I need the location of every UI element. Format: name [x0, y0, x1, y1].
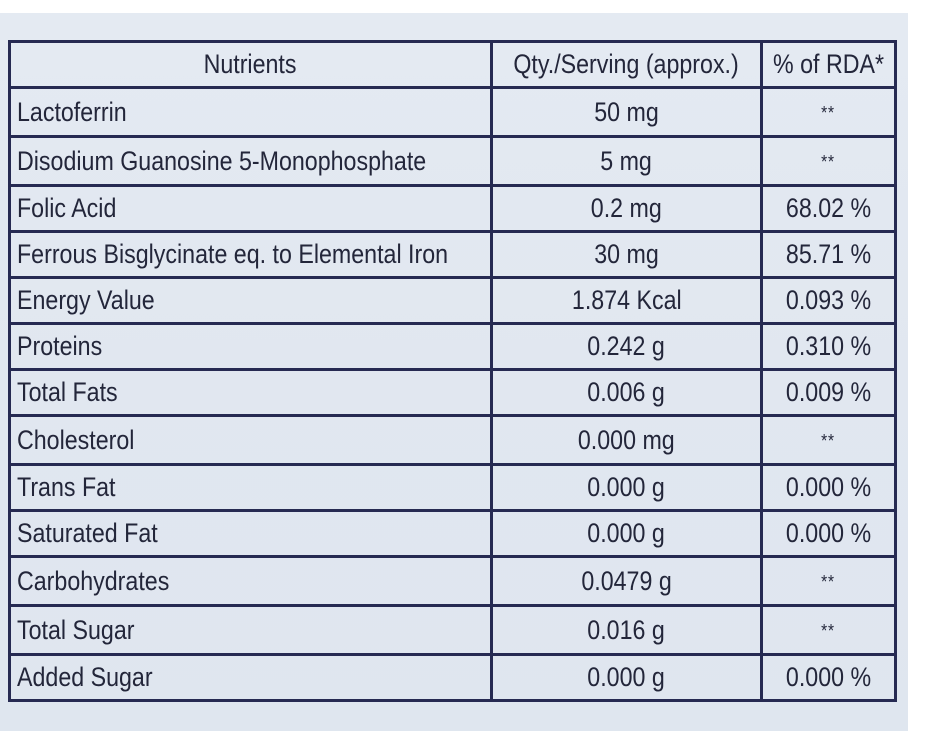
- nutrient-qty: 0.0479 g: [490, 555, 763, 607]
- table-row: Disodium Guanosine 5-Monophosphate 5 mg …: [8, 135, 897, 187]
- nutrient-rda: 85.71 %: [760, 230, 897, 279]
- table-row: Total Sugar 0.016 g **: [8, 604, 897, 656]
- nutrient-name: Cholesterol: [8, 414, 493, 466]
- table-row: Lactoferrin 50 mg **: [8, 86, 897, 138]
- nutrient-rda: **: [760, 86, 897, 138]
- table-header-row: Nutrients Qty./Serving (approx.) % of RD…: [8, 40, 897, 89]
- nutrient-rda: 0.000 %: [760, 509, 897, 558]
- nutrient-rda: 0.000 %: [760, 653, 897, 702]
- header-rda: % of RDA*: [760, 40, 897, 89]
- nutrient-rda: 68.02 %: [760, 184, 897, 233]
- nutrient-name: Saturated Fat: [8, 509, 493, 558]
- nutrient-name: Total Fats: [8, 368, 493, 417]
- nutrient-name: Total Sugar: [8, 604, 493, 656]
- nutrient-rda: 0.093 %: [760, 276, 897, 325]
- nutrient-rda: 0.310 %: [760, 322, 897, 371]
- nutrient-qty: 5 mg: [490, 135, 763, 187]
- nutrient-qty: 0.2 mg: [490, 184, 763, 233]
- header-qty-serving: Qty./Serving (approx.): [490, 40, 763, 89]
- table-row: Carbohydrates 0.0479 g **: [8, 555, 897, 607]
- nutrient-rda: **: [760, 135, 897, 187]
- nutrient-qty: 0.006 g: [490, 368, 763, 417]
- label-panel: Nutrients Qty./Serving (approx.) % of RD…: [0, 13, 908, 731]
- nutrient-qty: 1.874 Kcal: [490, 276, 763, 325]
- nutrient-name: Disodium Guanosine 5-Monophosphate: [8, 135, 493, 187]
- table-row: Proteins 0.242 g 0.310 %: [8, 322, 897, 371]
- header-nutrients: Nutrients: [8, 40, 493, 89]
- nutrient-rda: 0.009 %: [760, 368, 897, 417]
- nutrient-rda: 0.000 %: [760, 463, 897, 512]
- nutrient-qty: 0.000 mg: [490, 414, 763, 466]
- nutrient-name: Lactoferrin: [8, 86, 493, 138]
- nutrient-rda: **: [760, 604, 897, 656]
- table-row: Energy Value 1.874 Kcal 0.093 %: [8, 276, 897, 325]
- nutrient-qty: 0.000 g: [490, 509, 763, 558]
- table-row: Total Fats 0.006 g 0.009 %: [8, 368, 897, 417]
- nutrient-qty: 0.000 g: [490, 653, 763, 702]
- table-row: Saturated Fat 0.000 g 0.000 %: [8, 509, 897, 558]
- table-row: Added Sugar 0.000 g 0.000 %: [8, 653, 897, 702]
- nutrient-qty: 50 mg: [490, 86, 763, 138]
- nutrient-name: Proteins: [8, 322, 493, 371]
- nutrient-name: Ferrous Bisglycinate eq. to Elemental Ir…: [8, 230, 493, 279]
- table-row: Folic Acid 0.2 mg 68.02 %: [8, 184, 897, 233]
- nutrient-name: Trans Fat: [8, 463, 493, 512]
- nutrient-rda: **: [760, 414, 897, 466]
- nutrient-qty: 0.016 g: [490, 604, 763, 656]
- table-row: Cholesterol 0.000 mg **: [8, 414, 897, 466]
- nutrient-name: Added Sugar: [8, 653, 493, 702]
- nutrient-name: Energy Value: [8, 276, 493, 325]
- nutrient-name: Folic Acid: [8, 184, 493, 233]
- nutrient-name: Carbohydrates: [8, 555, 493, 607]
- nutrient-qty: 0.242 g: [490, 322, 763, 371]
- nutrient-qty: 0.000 g: [490, 463, 763, 512]
- nutrition-table: Nutrients Qty./Serving (approx.) % of RD…: [8, 40, 897, 702]
- nutrient-rda: **: [760, 555, 897, 607]
- table-row: Trans Fat 0.000 g 0.000 %: [8, 463, 897, 512]
- nutrient-qty: 30 mg: [490, 230, 763, 279]
- table-row: Ferrous Bisglycinate eq. to Elemental Ir…: [8, 230, 897, 279]
